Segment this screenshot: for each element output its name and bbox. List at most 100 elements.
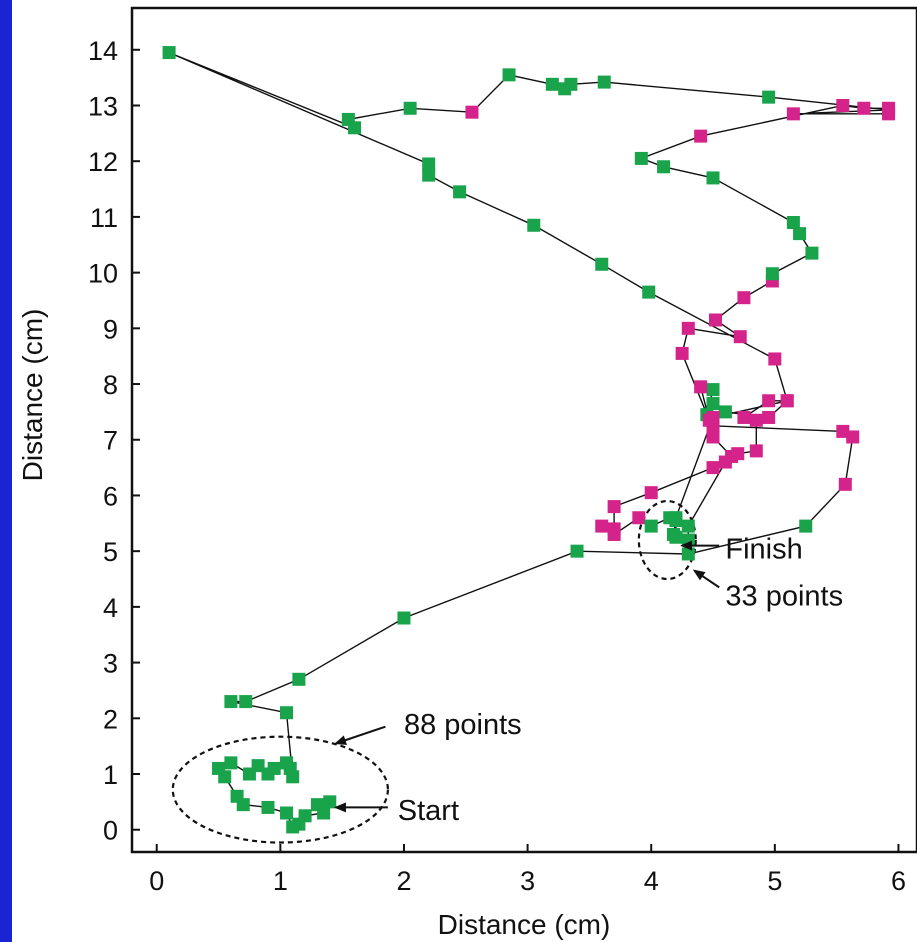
trajectory-line xyxy=(168,51,890,828)
point-70 xyxy=(786,215,800,229)
point-52 xyxy=(762,394,776,408)
y-tick-label-10: 10 xyxy=(88,259,118,289)
point-94 xyxy=(453,185,467,199)
point-88 xyxy=(403,101,417,115)
point-18 xyxy=(280,756,294,770)
point-47 xyxy=(718,455,732,469)
x-tick-label-3: 3 xyxy=(520,866,535,896)
point-30 xyxy=(836,424,850,438)
point-2 xyxy=(317,806,331,820)
point-80 xyxy=(882,103,896,117)
y-tick-label-13: 13 xyxy=(88,91,118,121)
point-29 xyxy=(846,430,860,444)
y-tick-label-8: 8 xyxy=(103,370,118,400)
y-tick-label-2: 2 xyxy=(103,704,118,734)
point-75 xyxy=(836,98,850,112)
point-27 xyxy=(799,519,813,533)
point-79 xyxy=(786,107,800,121)
y-tick-label-9: 9 xyxy=(103,314,118,344)
annotation-finish: Finish xyxy=(725,533,802,565)
point-56 xyxy=(706,397,720,411)
point-21 xyxy=(224,695,238,709)
point-32 xyxy=(706,430,720,444)
point-59 xyxy=(694,380,708,394)
cluster-ellipses xyxy=(171,499,697,844)
point-38 xyxy=(595,519,609,533)
point-34 xyxy=(706,461,720,475)
point-50 xyxy=(749,413,763,427)
y-tick-label-11: 11 xyxy=(90,203,118,233)
point-74 xyxy=(694,129,708,143)
y-tick-label-7: 7 xyxy=(103,426,118,456)
point-65 xyxy=(737,291,751,305)
x-tick-label-6: 6 xyxy=(891,866,906,896)
point-90 xyxy=(348,121,362,135)
point-71 xyxy=(706,171,720,185)
point-92 xyxy=(422,157,436,171)
point-100 xyxy=(706,410,720,424)
point-23 xyxy=(292,672,306,686)
point-67 xyxy=(765,267,779,281)
point-64 xyxy=(708,313,722,327)
x-tick-label-2: 2 xyxy=(396,866,411,896)
y-tick-label-3: 3 xyxy=(103,649,118,679)
trajectory-polyline xyxy=(168,51,890,828)
point-7 xyxy=(261,800,275,814)
point-24 xyxy=(397,611,411,625)
point-76 xyxy=(857,101,871,115)
data-points xyxy=(162,46,896,834)
point-6 xyxy=(280,806,294,820)
point-72 xyxy=(657,160,671,174)
point-5 xyxy=(286,820,300,834)
point-86 xyxy=(502,68,516,82)
point-97 xyxy=(642,285,656,299)
point-69 xyxy=(793,227,807,241)
cluster-ellipse-1 xyxy=(637,499,697,581)
point-46 xyxy=(681,519,695,533)
point-28 xyxy=(838,477,852,491)
point-61 xyxy=(675,346,689,360)
point-0 xyxy=(323,795,337,809)
y-tick-label-1: 1 xyxy=(103,760,118,790)
annotation-arrow-0 xyxy=(334,725,386,745)
x-tick-label-1: 1 xyxy=(273,866,288,896)
y-axis-title: Distance (cm) xyxy=(17,309,48,482)
point-26 xyxy=(681,547,695,561)
point-98 xyxy=(768,352,782,366)
point-40 xyxy=(632,511,646,525)
y-tick-label-5: 5 xyxy=(103,537,118,567)
point-14 xyxy=(251,759,265,773)
point-22 xyxy=(239,695,253,709)
annotation-start: Start xyxy=(398,795,459,827)
annotation-88-points: 88 points xyxy=(404,709,522,741)
point-91 xyxy=(162,46,176,60)
point-51 xyxy=(737,410,751,424)
point-96 xyxy=(595,257,609,271)
point-11 xyxy=(212,761,226,775)
y-tick-label-12: 12 xyxy=(88,147,118,177)
point-54 xyxy=(762,410,776,424)
point-93 xyxy=(422,168,436,182)
point-20 xyxy=(280,706,294,720)
point-102 xyxy=(669,530,683,544)
point-36 xyxy=(607,500,621,514)
x-axis-ticks: 0 1 2 3 4 5 6 xyxy=(149,844,906,896)
point-55 xyxy=(718,405,732,419)
point-35 xyxy=(644,486,658,500)
point-9 xyxy=(230,789,244,803)
point-99 xyxy=(780,394,794,408)
y-tick-label-14: 14 xyxy=(88,36,118,66)
point-16 xyxy=(267,761,281,775)
point-62 xyxy=(681,321,695,335)
point-87 xyxy=(465,105,479,119)
point-84 xyxy=(558,82,572,96)
x-tick-label-4: 4 xyxy=(644,866,659,896)
x-axis-title: Distance (cm) xyxy=(438,909,611,940)
point-85 xyxy=(545,77,559,91)
point-12 xyxy=(224,756,238,770)
annotation-33-points: 33 points xyxy=(725,581,843,613)
point-68 xyxy=(805,246,819,260)
